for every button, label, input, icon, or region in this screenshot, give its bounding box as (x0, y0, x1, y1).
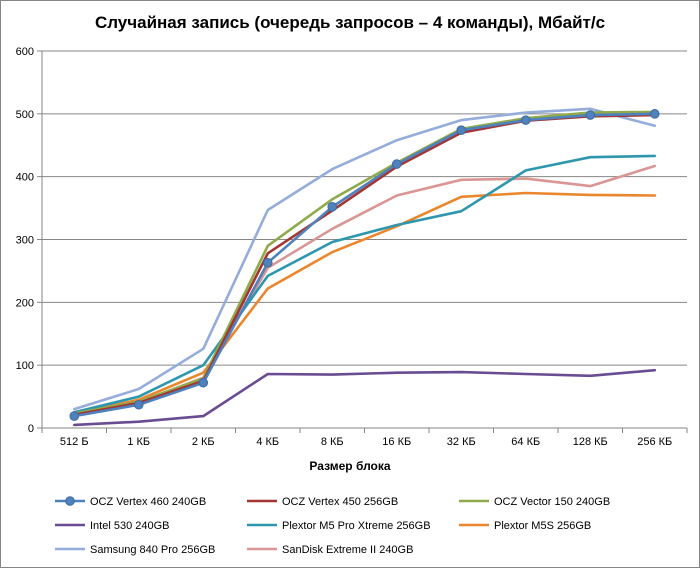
data-point (456, 125, 467, 135)
x-tick-label: 16 КБ (382, 436, 411, 448)
x-tick-label: 8 КБ (321, 436, 344, 448)
legend-label: OCZ Vertex 450 256GB (282, 496, 398, 508)
data-point (69, 411, 80, 421)
data-point (391, 159, 402, 169)
data-point (585, 110, 596, 120)
series-line (73, 110, 657, 415)
x-tick-label: 4 КБ (256, 436, 279, 448)
x-tick-label: 32 КБ (447, 436, 476, 448)
y-tick-label: 400 (16, 172, 34, 184)
y-tick-label: 600 (16, 46, 34, 58)
x-tick-label: 64 КБ (511, 436, 540, 448)
series-line (73, 113, 657, 417)
data-point (198, 377, 209, 388)
x-tick-label: 256 КБ (637, 436, 672, 448)
series-lines (69, 107, 660, 427)
x-tick-label: 512 Б (60, 436, 89, 448)
y-tick-label: 0 (28, 423, 34, 435)
x-tick-label: 1 КБ (127, 436, 150, 448)
legend-marker (65, 496, 75, 506)
series-line (73, 368, 657, 427)
grid-lines (42, 50, 687, 366)
series-line (73, 112, 657, 418)
legend-label: Plextor M5S 256GB (494, 520, 591, 532)
tick-labels: 0 100 200 300 400 500 600 512 Б 1 КБ 2 КБ 4 КБ 8 КБ… (16, 46, 673, 448)
data-point (649, 109, 660, 119)
legend-label: Intel 530 240GB (90, 520, 170, 532)
series-line (73, 164, 657, 417)
y-tick-label: 100 (16, 360, 34, 372)
y-tick-label: 300 (16, 235, 34, 247)
data-point (520, 115, 531, 125)
legend-label: OCZ Vector 150 240GB (494, 496, 610, 508)
series-line (73, 107, 657, 411)
legend-label: Plextor M5 Pro Xtreme 256GB (282, 520, 431, 532)
y-tick-label: 500 (16, 109, 34, 121)
axes (37, 50, 688, 433)
data-point (133, 399, 144, 410)
y-tick-label: 200 (16, 297, 34, 309)
legend-label: Samsung 840 Pro 256GB (90, 544, 215, 556)
series-line (73, 191, 657, 416)
chart-title: Случайная запись (очередь запросов – 4 к… (95, 13, 605, 32)
series-line (73, 154, 657, 414)
legend-label: OCZ Vertex 460 240GB (90, 496, 206, 508)
legend-label: SanDisk Extreme II 240GB (282, 544, 413, 556)
x-tick-label: 128 КБ (573, 436, 608, 448)
x-tick-label: 2 КБ (192, 436, 215, 448)
legend: OCZ Vertex 460 240GB OCZ Vertex 450 256GB… (55, 496, 610, 556)
data-point (262, 257, 273, 268)
x-axis-title: Размер блока (309, 459, 390, 473)
data-point (327, 202, 338, 212)
